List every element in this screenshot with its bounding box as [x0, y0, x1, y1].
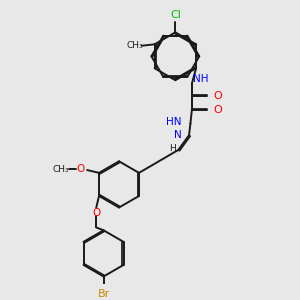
Text: Cl: Cl [170, 10, 181, 20]
Text: HN: HN [166, 117, 182, 127]
Text: O: O [92, 208, 100, 218]
Text: N: N [174, 130, 182, 140]
Text: NH: NH [193, 74, 208, 84]
Text: CH₃: CH₃ [53, 165, 69, 174]
Text: O: O [76, 164, 85, 175]
Text: CH₃: CH₃ [126, 41, 143, 50]
Text: H: H [169, 144, 175, 153]
Text: Br: Br [98, 289, 110, 299]
Text: O: O [214, 105, 222, 115]
Text: O: O [214, 92, 222, 101]
